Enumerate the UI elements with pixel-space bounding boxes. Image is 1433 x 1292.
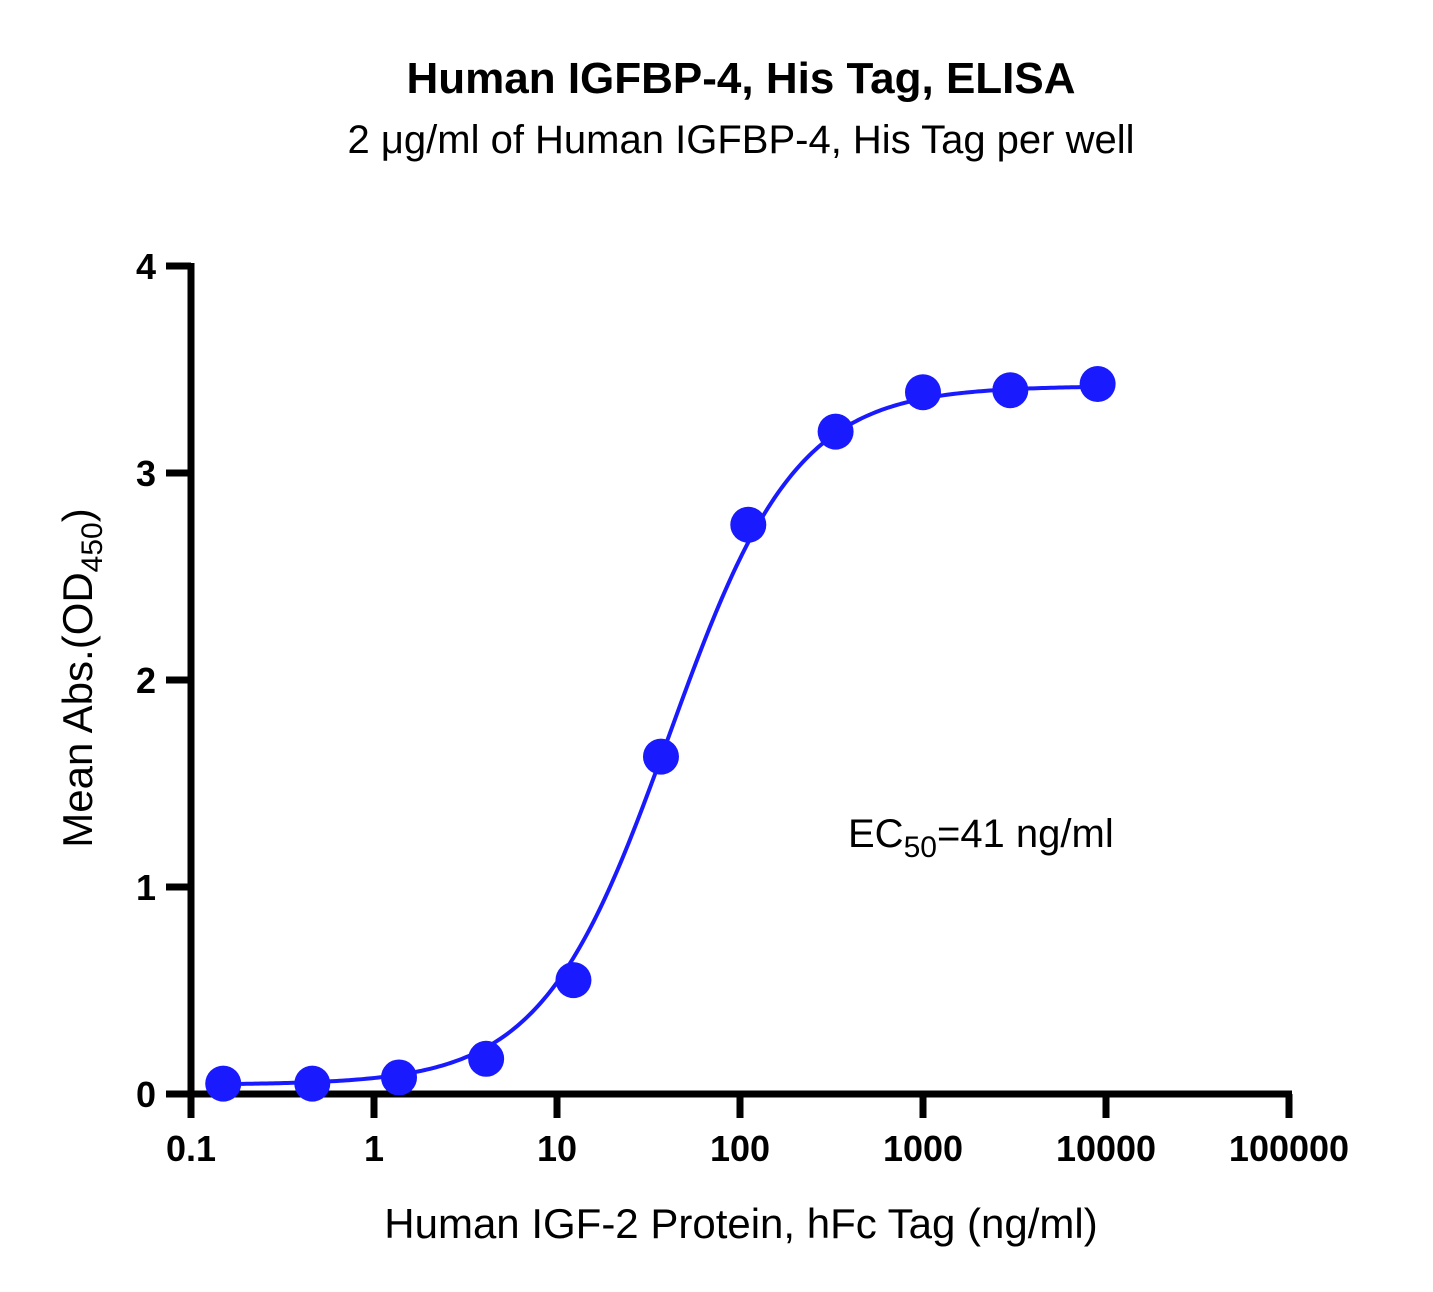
data-point xyxy=(817,413,854,450)
x-tick-label: 1000 xyxy=(883,1128,963,1169)
data-point xyxy=(730,506,767,543)
y-axis-label-close: ) xyxy=(54,508,101,522)
ec50-annotation: EC50=41 ng/ml xyxy=(848,812,1114,864)
data-point xyxy=(555,962,592,999)
x-tick-label: 100000 xyxy=(1229,1128,1349,1169)
x-tick-label: 1 xyxy=(364,1128,384,1169)
y-tick-label: 4 xyxy=(136,246,156,287)
data-point xyxy=(294,1065,331,1102)
x-tick-label: 100 xyxy=(710,1128,770,1169)
y-tick-label: 2 xyxy=(136,660,156,701)
y-axis-label: Mean Abs.(OD450) xyxy=(54,508,109,848)
x-axis-label: Human IGF-2 Protein, hFc Tag (ng/ml) xyxy=(384,1200,1097,1247)
data-points xyxy=(205,365,1116,1102)
ec50-subscript: 50 xyxy=(904,831,937,864)
y-axis-label-subscript: 450 xyxy=(76,522,109,572)
x-tick-label: 0.1 xyxy=(166,1128,216,1169)
y-tick-label: 1 xyxy=(136,867,156,908)
y-axis-ticks: 0 1 2 3 4 xyxy=(136,246,191,1115)
y-tick-label: 3 xyxy=(136,453,156,494)
data-point xyxy=(381,1059,418,1096)
x-tick-label: 10000 xyxy=(1056,1128,1156,1169)
y-axis-label-main: Mean Abs.(OD xyxy=(54,572,101,847)
data-point xyxy=(1079,365,1116,402)
chart-title: Human IGFBP-4, His Tag, ELISA xyxy=(406,54,1075,103)
data-point xyxy=(992,372,1029,409)
y-tick-label: 0 xyxy=(136,1074,156,1115)
ec50-value: =41 ng/ml xyxy=(937,812,1114,856)
chart-subtitle: 2 μg/ml of Human IGFBP-4, His Tag per we… xyxy=(347,118,1134,162)
data-point xyxy=(468,1040,505,1077)
data-point xyxy=(205,1065,242,1102)
x-axis-ticks: 0.1 1 10 100 1000 10000 100000 xyxy=(166,1094,1349,1169)
fit-curve xyxy=(223,384,1098,1087)
x-tick-label: 10 xyxy=(537,1128,577,1169)
data-point xyxy=(905,374,941,411)
data-point xyxy=(642,738,679,775)
ec50-prefix: EC xyxy=(848,812,904,856)
